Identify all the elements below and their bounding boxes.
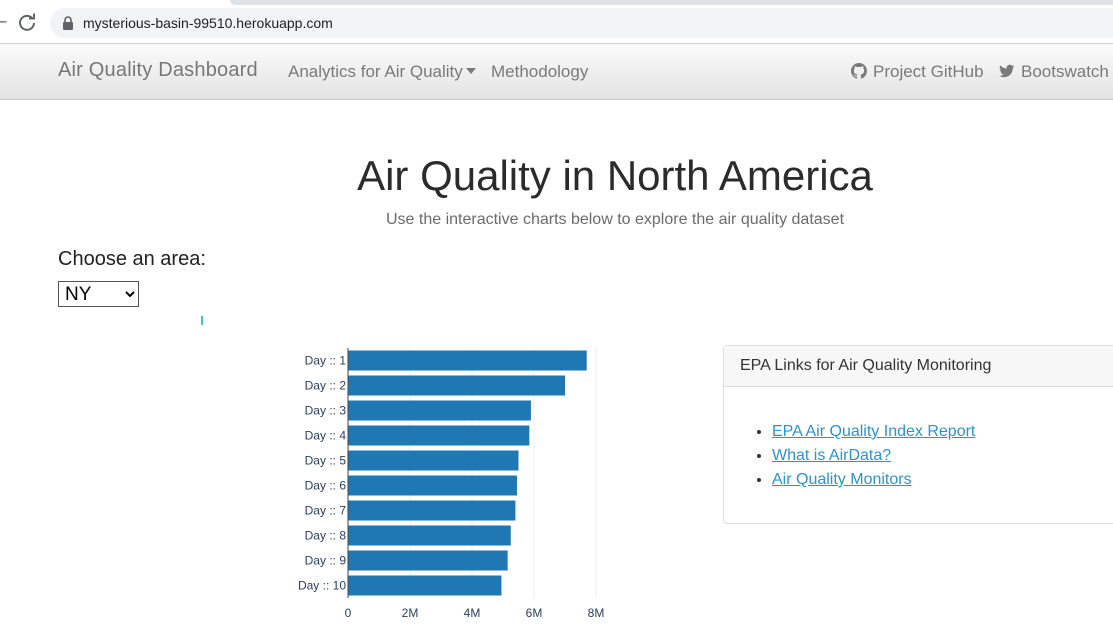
reload-icon[interactable] — [17, 12, 37, 32]
chart-tick-label: 8M — [588, 606, 605, 620]
list-item: EPA Air Quality Index Report — [772, 420, 1113, 444]
list-item: What is AirData? — [772, 444, 1113, 468]
chart-bar[interactable] — [348, 500, 516, 521]
chart-bar[interactable] — [348, 425, 530, 446]
links-list: EPA Air Quality Index Report What is Air… — [772, 420, 1113, 492]
navbar: Air Quality Dashboard Analytics for Air … — [0, 43, 1113, 100]
link-air-quality-monitors[interactable]: Air Quality Monitors — [772, 471, 912, 488]
chart-category-label: Day :: 3 — [305, 404, 347, 418]
chart-tick-label: 0 — [345, 606, 352, 620]
back-arrow-icon[interactable]: ← — [0, 12, 8, 31]
chart-bar[interactable] — [348, 525, 511, 546]
nav-bootswatch[interactable]: Bootswatch — [999, 62, 1109, 82]
twitter-icon — [999, 64, 1015, 78]
chart-tick-label: 6M — [526, 606, 543, 620]
chart-tick-label: 4M — [464, 606, 481, 620]
address-bar[interactable] — [50, 8, 1113, 38]
chart-bar[interactable] — [348, 350, 587, 371]
page-title: Air Quality in North America — [357, 152, 873, 199]
chart-bar[interactable] — [348, 575, 502, 596]
chart-bar[interactable] — [348, 400, 531, 421]
nav-project-github[interactable]: Project GitHub — [851, 62, 984, 82]
chart-category-label: Day :: 4 — [305, 429, 347, 443]
url-text[interactable]: mysterious-basin-99510.herokuapp.com — [83, 15, 333, 31]
github-icon — [851, 63, 867, 79]
area-select[interactable]: NY — [58, 281, 139, 307]
chart-bar[interactable] — [348, 475, 517, 496]
chart-tick-label: 2M — [402, 606, 419, 620]
nav-methodology[interactable]: Methodology — [491, 62, 589, 81]
nav-analytics-label: Analytics for Air Quality — [288, 62, 463, 81]
list-item: Air Quality Monitors — [772, 468, 1113, 492]
browser-toolbar: ← mysterious-basin-99510.herokuapp.com — [0, 0, 1113, 44]
brand-link[interactable]: Air Quality Dashboard — [58, 59, 258, 81]
chart-bar[interactable] — [348, 375, 565, 396]
card-header: EPA Links for Air Quality Monitoring — [724, 346, 1113, 387]
lock-icon[interactable] — [62, 16, 74, 30]
page-subtitle: Use the interactive charts below to expl… — [385, 211, 845, 228]
chart-category-label: Day :: 10 — [298, 579, 346, 593]
chart-category-label: Day :: 6 — [305, 479, 347, 493]
chart-category-label: Day :: 2 — [305, 379, 347, 393]
caret-down-icon — [465, 67, 476, 74]
link-epa-aqi-report[interactable]: EPA Air Quality Index Report — [772, 423, 976, 440]
chart-marker — [201, 316, 203, 325]
epa-links-card: EPA Links for Air Quality Monitoring EPA… — [723, 345, 1113, 524]
chart-category-label: Day :: 9 — [305, 554, 347, 568]
chart-category-label: Day :: 8 — [305, 529, 347, 543]
nav-analytics-dropdown[interactable]: Analytics for Air Quality — [288, 62, 476, 82]
tab-strip — [230, 0, 1113, 5]
area-label: Choose an area: — [58, 248, 206, 270]
chart-bar[interactable] — [348, 450, 519, 471]
chart-category-label: Day :: 5 — [305, 454, 347, 468]
nav-bootswatch-label: Bootswatch — [1021, 62, 1109, 81]
chart-category-label: Day :: 1 — [305, 354, 347, 368]
nav-github-label: Project GitHub — [873, 62, 984, 81]
chart-bar[interactable] — [348, 550, 508, 571]
card-body: EPA Air Quality Index Report What is Air… — [724, 387, 1113, 492]
link-what-is-airdata[interactable]: What is AirData? — [772, 447, 892, 464]
chart-category-label: Day :: 7 — [305, 504, 347, 518]
